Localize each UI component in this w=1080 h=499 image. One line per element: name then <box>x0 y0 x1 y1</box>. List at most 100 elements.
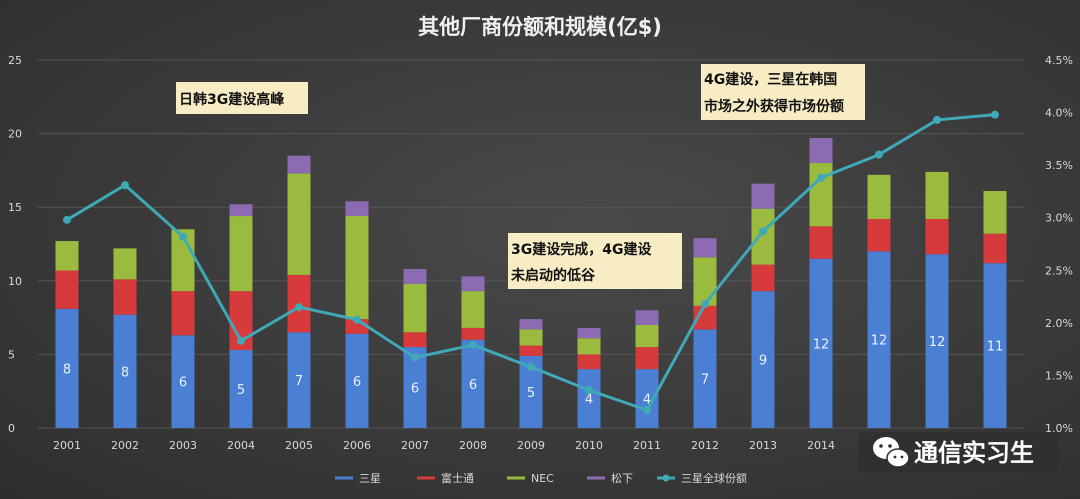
x-tick-label: 2007 <box>401 439 429 452</box>
bar-segment <box>577 327 601 339</box>
y-tick-label: 15 <box>8 201 22 214</box>
legend-marker <box>662 474 670 482</box>
bar-segment <box>693 238 717 258</box>
bar-segment <box>635 310 659 325</box>
bar-data-label: 5 <box>237 383 245 398</box>
bar-segment <box>519 345 543 356</box>
y2-tick-label: 4.5% <box>1045 54 1073 67</box>
share-point <box>121 181 129 190</box>
bar-segment <box>577 338 601 355</box>
share-point <box>875 150 883 159</box>
y2-tick-label: 1.0% <box>1045 422 1073 435</box>
bar-segment <box>287 332 311 428</box>
share-point <box>643 406 651 415</box>
annotation-box-3: 4G建设，三星在韩国 市场之外获得市场份额 <box>701 64 865 120</box>
share-point <box>469 340 477 349</box>
bar-segment <box>751 291 775 428</box>
bar-data-label: 6 <box>469 378 477 393</box>
annotation-bg-3 <box>701 64 865 120</box>
bar-data-label: 6 <box>179 376 187 391</box>
share-point <box>237 336 245 345</box>
share-point <box>411 353 419 362</box>
bar-segment <box>577 369 601 428</box>
share-point <box>817 173 825 182</box>
bar-segment <box>519 319 543 330</box>
bar-data-label: 7 <box>295 374 303 389</box>
bar-segment <box>113 248 137 280</box>
axis-layer: 0 5 10 15 20 25 1.0% 1.5% 2.0% 2.5% 3.0% 3.5% 4.0% 4.… <box>8 54 1073 452</box>
legend-label: 三星全球份额 <box>681 471 747 485</box>
share-point <box>701 299 709 308</box>
annotation-bg-1 <box>176 82 308 114</box>
y2-tick-label: 2.5% <box>1045 264 1073 277</box>
legend: 三星 富士通 NEC 松下 三星全球份额 <box>335 471 747 485</box>
bar-data-label: 8 <box>121 365 129 380</box>
bar-segment <box>461 276 485 292</box>
share-point <box>991 110 999 119</box>
y2-tick-label: 4.0% <box>1045 107 1073 120</box>
y-tick-label: 0 <box>8 422 15 435</box>
y2-tick-label: 3.0% <box>1045 212 1073 225</box>
x-tick-label: 2006 <box>343 439 371 452</box>
bar-segment <box>403 283 427 333</box>
bar-segment <box>287 173 311 275</box>
bar-segment <box>55 241 79 271</box>
bar-segment <box>577 354 601 370</box>
bar-data-label: 4 <box>585 393 593 408</box>
y-tick-label: 5 <box>8 348 15 361</box>
bar-segment <box>983 191 1007 234</box>
y-tick-label: 10 <box>8 275 22 288</box>
bar-data-label: 12 <box>813 337 830 352</box>
bar-segment <box>345 216 369 320</box>
annotation-text-3b: 市场之外获得市场份额 <box>704 98 844 115</box>
bar-segment <box>867 218 891 252</box>
wechat-icon <box>873 437 910 468</box>
bar-segment <box>751 183 775 209</box>
bar-segment <box>519 355 543 428</box>
annotation-box-1: 日韩3G建设高峰 <box>176 82 308 114</box>
x-tick-label: 2010 <box>575 439 603 452</box>
bar-segment <box>229 349 253 428</box>
bar-segment <box>519 329 543 346</box>
bar-segment <box>809 258 833 428</box>
bar-data-label: 7 <box>701 373 709 388</box>
legend-label: 松下 <box>611 471 633 485</box>
bar-segment <box>171 335 195 428</box>
x-tick-label: 2013 <box>749 439 777 452</box>
bar-segment <box>229 204 253 217</box>
annotation-text-2a: 3G建设完成，4G建设 <box>511 241 652 258</box>
x-tick-label: 2005 <box>285 439 313 452</box>
x-tick-label: 2011 <box>633 439 661 452</box>
x-tick-label: 2009 <box>517 439 545 452</box>
bar-segment <box>693 257 717 306</box>
bar-data-label: 11 <box>987 340 1004 355</box>
legend-label: 三星 <box>359 472 381 485</box>
bar-segment <box>403 332 427 348</box>
bar-data-label: 5 <box>527 386 535 401</box>
bar-segment <box>635 369 659 428</box>
bar-segment <box>461 339 485 428</box>
bar-segment <box>171 291 195 336</box>
bar-data-label: 6 <box>353 375 361 390</box>
bar-segment <box>867 251 891 428</box>
annotation-box-2: 3G建设完成，4G建设 未启动的低谷 <box>508 233 682 289</box>
bar-segment <box>55 308 79 428</box>
bar-segment <box>809 138 833 164</box>
bar-segment <box>287 155 311 174</box>
bar-segment <box>345 201 369 217</box>
x-tick-label: 2008 <box>459 439 487 452</box>
bar-data-label: 4 <box>643 393 651 408</box>
bar-segment <box>55 270 79 309</box>
bar-segment <box>403 347 427 428</box>
y2-tick-label: 2.0% <box>1045 317 1073 330</box>
annotation-text-2b: 未启动的低谷 <box>511 267 596 284</box>
x-tick-label: 2014 <box>807 439 835 452</box>
annotation-text-1: 日韩3G建设高峰 <box>179 91 285 108</box>
chart-title: 其他厂商份额和规模(亿$) <box>418 15 662 39</box>
share-line-layer <box>63 110 999 415</box>
bar-data-label: 12 <box>871 334 888 349</box>
bar-segment <box>229 216 253 292</box>
y-tick-label: 20 <box>8 128 22 141</box>
bar-segment <box>229 291 253 350</box>
